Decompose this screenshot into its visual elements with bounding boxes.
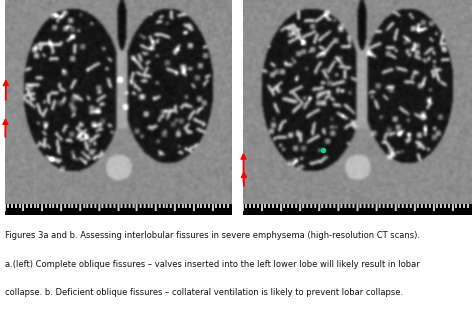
Text: a.(left) Complete oblique fissures – valves inserted into the left lower lobe wi: a.(left) Complete oblique fissures – val…	[5, 260, 419, 269]
Text: Figures 3a and b. Assessing interlobular fissures in severe emphysema (high-reso: Figures 3a and b. Assessing interlobular…	[5, 231, 420, 240]
Text: collapse. b. Deficient oblique fissures – collateral ventilation is likely to pr: collapse. b. Deficient oblique fissures …	[5, 288, 403, 297]
